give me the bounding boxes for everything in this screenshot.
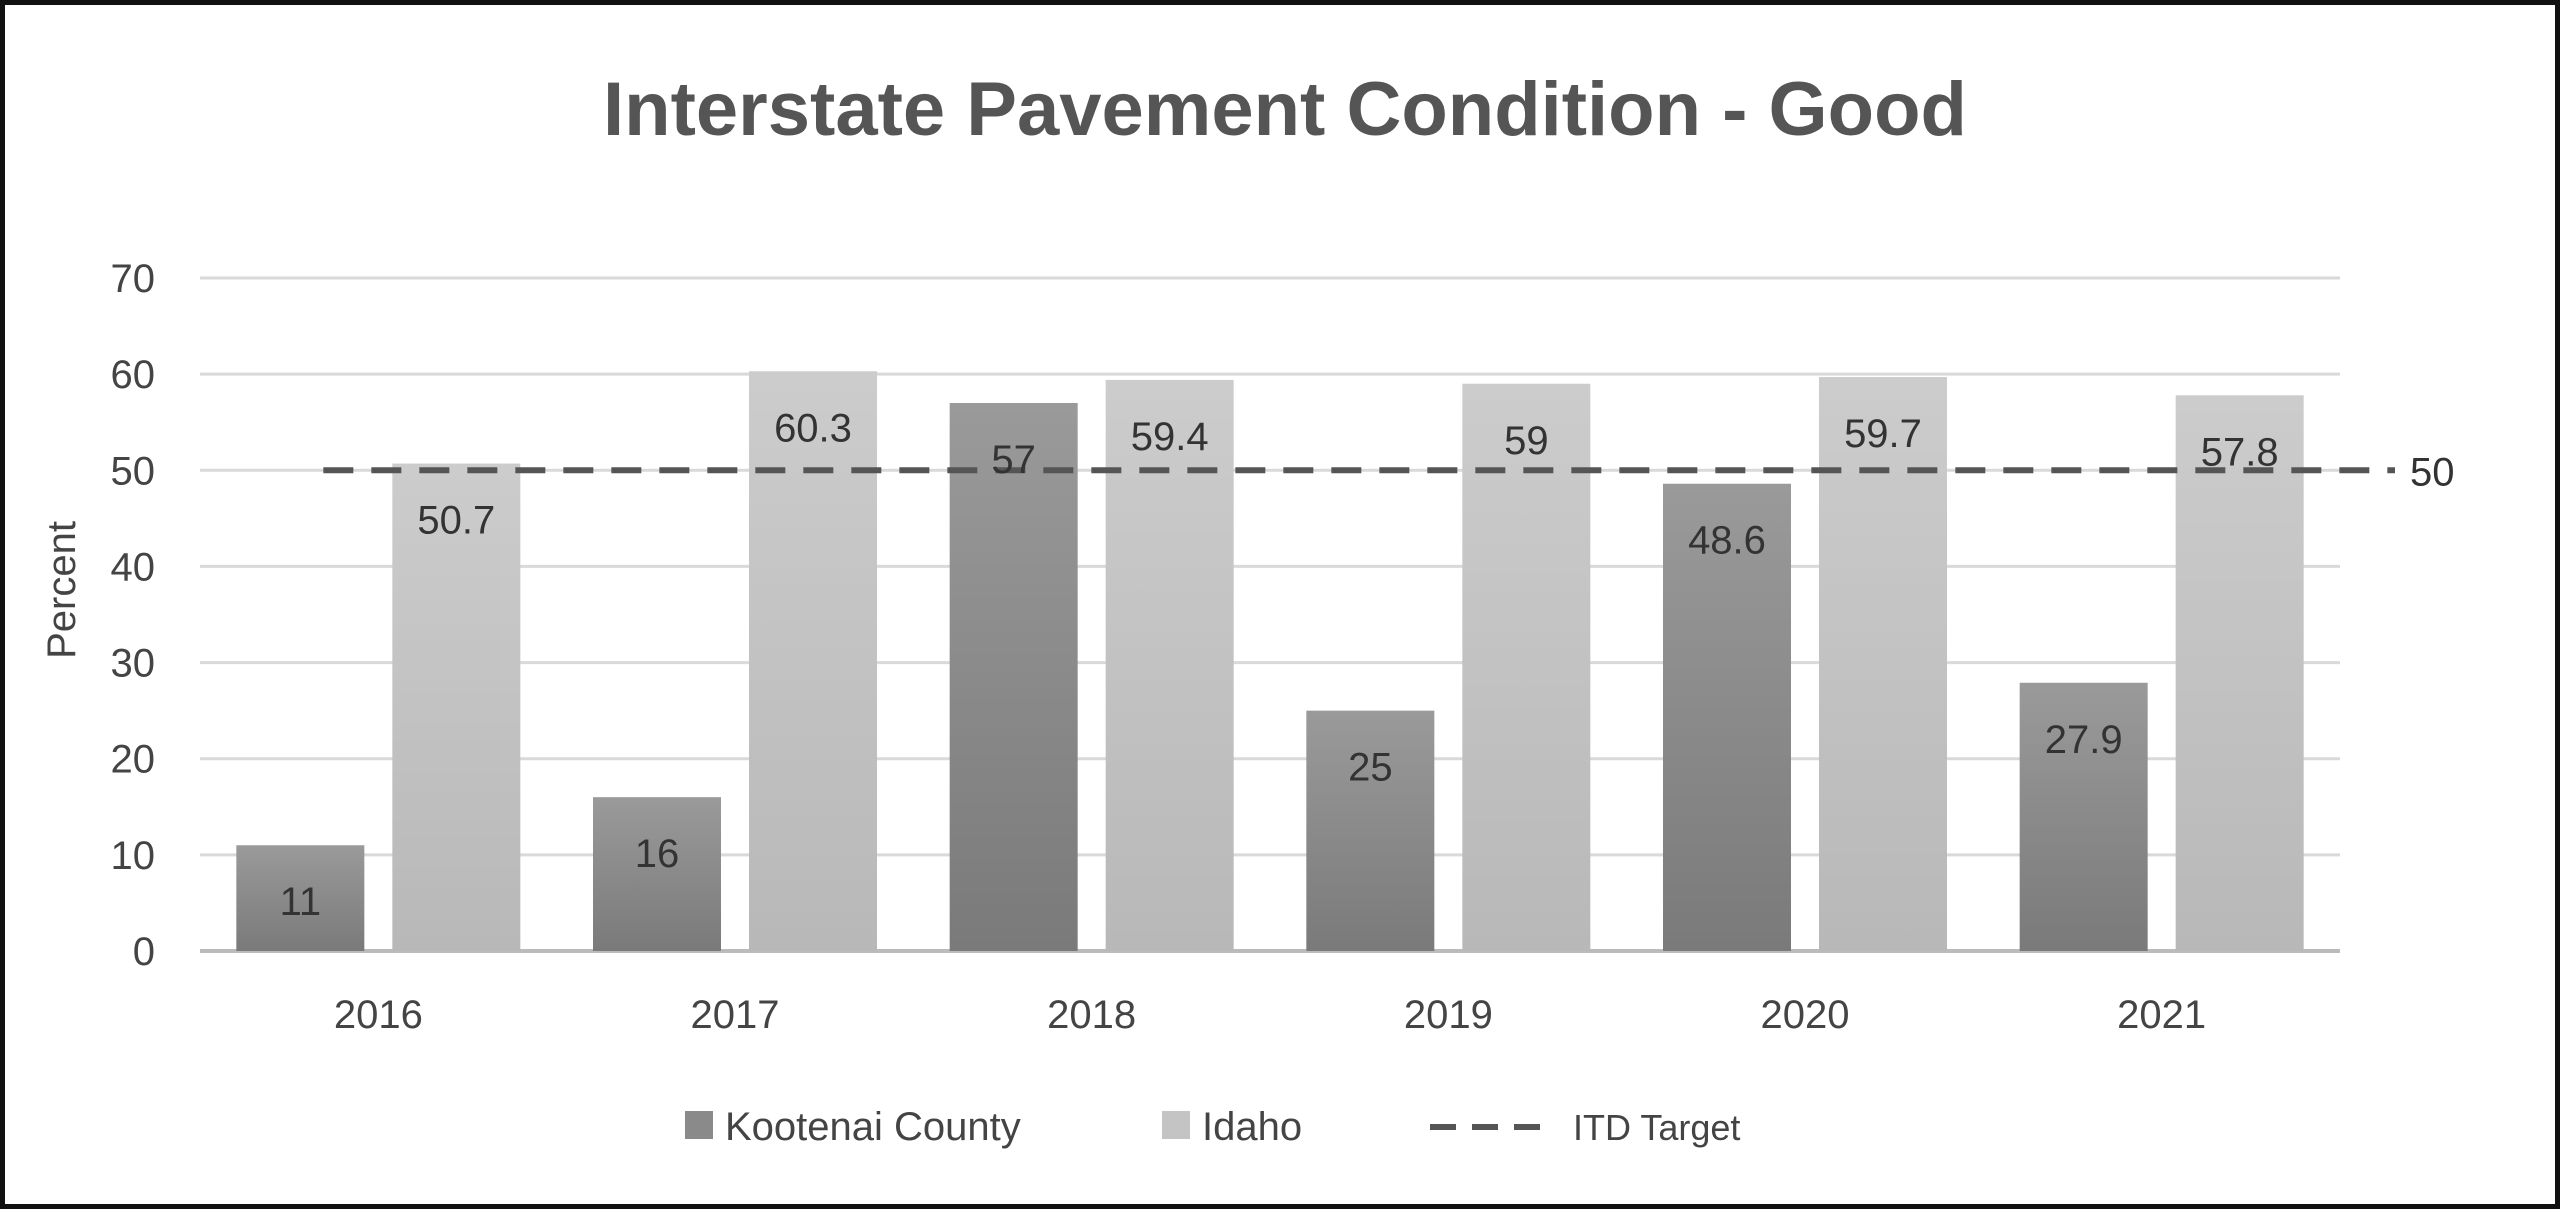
gridlines [200,276,2340,953]
data-label: 27.9 [2045,718,2123,762]
y-tick-label: 70 [111,257,156,301]
bar [1462,383,1591,951]
data-label: 59 [1504,419,1549,463]
bar [236,845,365,951]
x-tick-label: 2018 [1047,993,1136,1037]
data-label: 57 [991,438,1036,482]
y-tick-label: 10 [111,834,156,878]
y-tick-label: 50 [111,449,156,493]
bar [593,797,721,951]
bar [2175,395,2304,951]
x-tick-label: 2016 [334,993,423,1037]
legend-label-target: ITD Target [1573,1107,1740,1148]
bar [392,463,521,951]
legend-label-kootenai: Kootenai County [725,1105,1021,1149]
chart-title: Interstate Pavement Condition - Good [603,67,1967,152]
y-tick-label: 0 [133,930,155,974]
bars [236,371,2304,952]
legend-label-idaho: Idaho [1202,1105,1302,1149]
data-label: 59.7 [1844,412,1922,456]
legend-swatch-kootenai [685,1111,713,1139]
data-label: 50.7 [417,499,495,543]
y-tick-label: 60 [111,353,156,397]
data-label: 57.8 [2201,430,2279,474]
bar [1663,483,1791,951]
y-tick-label: 40 [111,545,156,589]
data-label: 59.4 [1131,415,1209,459]
bar [1105,379,1234,951]
axis-ticks: 0 10 20 30 40 50 60 70 2016 2017 2018 2019 2020 2021 [111,257,2207,1037]
y-tick-label: 20 [111,738,156,782]
bar [749,371,877,952]
data-label: 11 [280,880,322,924]
bar [1819,377,1947,952]
data-label: 25 [1348,746,1393,790]
target-line-group: 50 [323,450,2455,494]
target-label: 50 [2410,450,2455,494]
x-tick-label: 2017 [691,993,780,1037]
y-axis-label: Percent [40,521,84,659]
x-tick-label: 2019 [1404,993,1493,1037]
legend: Kootenai County Idaho ITD Target [685,1105,1740,1149]
bar [949,402,1078,951]
bar [1306,710,1435,951]
legend-swatch-idaho [1162,1111,1190,1139]
data-label: 48.6 [1688,519,1766,563]
bar [2019,682,2148,951]
x-tick-label: 2020 [1761,993,1850,1037]
data-label: 16 [635,832,680,876]
y-tick-label: 30 [111,642,156,686]
chart-svg: Interstate Pavement Condition - Good Per… [40,67,2455,1149]
x-tick-label: 2021 [2117,993,2206,1037]
data-labels: 11 50.7 16 60.3 57 59.4 25 59 48.6 59.7 27.9 57.8 [280,406,2279,924]
data-label: 60.3 [774,406,852,450]
